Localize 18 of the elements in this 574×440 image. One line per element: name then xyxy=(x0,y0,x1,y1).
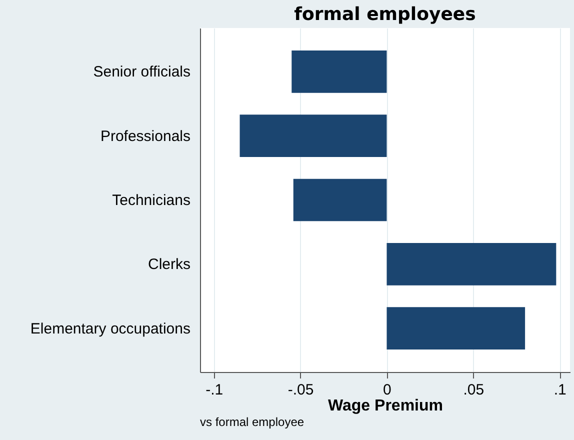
bar xyxy=(386,307,526,350)
x-axis-title: Wage Premium xyxy=(328,398,443,414)
bar xyxy=(293,178,387,222)
x-tick-label: 0 xyxy=(383,382,392,398)
chart-title: formal employees xyxy=(294,4,476,25)
y-tick-label: Technicians xyxy=(112,192,190,209)
y-tick-label: Senior officials xyxy=(93,64,190,81)
y-tick-label: Professionals xyxy=(100,128,190,145)
y-tick-label: Clerks xyxy=(148,256,190,274)
x-tick-label: .05 xyxy=(463,382,484,398)
bar xyxy=(292,50,387,93)
x-tick-label: -.05 xyxy=(288,382,314,398)
x-tick-label: .1 xyxy=(554,382,566,398)
bar xyxy=(240,114,387,157)
bar xyxy=(386,243,556,286)
text: vs formal employee xyxy=(200,415,304,429)
y-tick-label: Elementary occupations xyxy=(30,320,190,338)
x-tick-label: -.1 xyxy=(206,382,224,398)
